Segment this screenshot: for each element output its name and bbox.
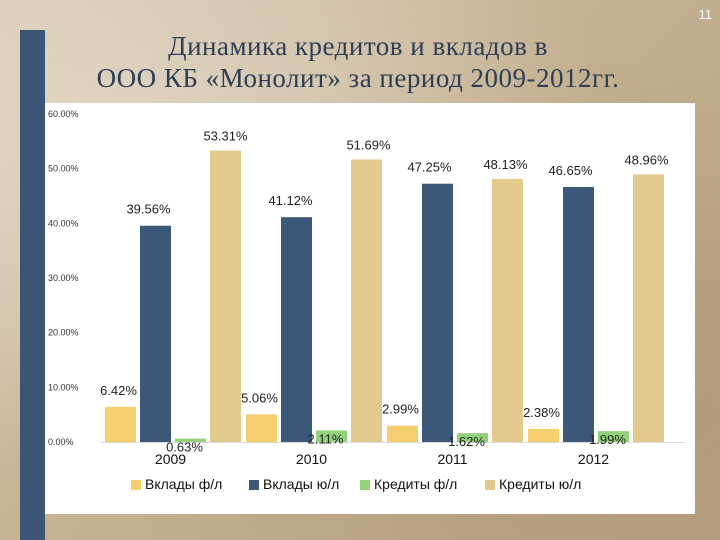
- data-label: 48.13%: [483, 157, 528, 172]
- legend-swatch: [249, 480, 259, 490]
- slide-title: Динамика кредитов и вкладов в ООО КБ «Мо…: [48, 30, 668, 94]
- title-line-2: ООО КБ «Монолит» за период 2009-2012гг.: [96, 63, 620, 93]
- bar: [351, 159, 382, 442]
- legend-label: Вклады ю/л: [263, 476, 339, 492]
- title-line-1: Динамика кредитов и вкладов в: [168, 31, 548, 61]
- bar: [316, 430, 347, 442]
- bar-chart: 0.00% 10.00% 20.00% 30.00% 40.00% 50.00% 60.00…: [48, 109, 685, 492]
- bar: [492, 178, 523, 442]
- data-label: 0.63%: [166, 440, 203, 455]
- data-label: 1.62%: [448, 434, 485, 449]
- legend-label: Вклады ф/л: [145, 476, 222, 492]
- x-tick-label: 2009: [155, 451, 186, 467]
- y-tick-label: 40.00%: [48, 218, 79, 228]
- bar: [422, 183, 453, 442]
- bar: [598, 431, 629, 442]
- data-label: 39.56%: [126, 202, 171, 217]
- x-tick-label: 2010: [296, 451, 327, 467]
- bar: [210, 150, 241, 442]
- y-tick-label: 50.00%: [48, 164, 79, 174]
- slide-number: 11: [698, 7, 713, 22]
- bar: [528, 428, 559, 442]
- y-tick-label: 10.00%: [48, 382, 79, 392]
- accent-bar: [20, 30, 45, 540]
- chart-panel: 0.00% 10.00% 20.00% 30.00% 40.00% 50.00% 60.00…: [45, 103, 695, 514]
- legend-swatch: [131, 480, 141, 490]
- bar: [457, 433, 488, 442]
- x-tick-label: 2011: [437, 451, 467, 467]
- data-label: 47.25%: [407, 160, 452, 175]
- data-label: 6.42%: [100, 383, 137, 398]
- bar: [633, 174, 664, 442]
- x-tick-label: 2012: [578, 451, 609, 467]
- data-label: 46.65%: [548, 163, 593, 178]
- bar: [105, 406, 136, 442]
- data-label: 2.99%: [382, 402, 419, 417]
- y-tick-label: 30.00%: [48, 273, 79, 283]
- bar: [387, 425, 418, 442]
- bar: [175, 438, 206, 442]
- bar: [140, 225, 171, 442]
- y-tick-label: 20.00%: [48, 328, 79, 338]
- bar: [281, 217, 312, 442]
- data-label: 1.99%: [589, 432, 626, 447]
- data-label: 2.38%: [523, 405, 560, 420]
- data-label: 2.11%: [308, 431, 344, 446]
- bar: [246, 414, 277, 442]
- bar: [563, 186, 594, 442]
- legend-swatch: [485, 480, 495, 490]
- data-label: 53.31%: [203, 129, 248, 144]
- legend-label: Кредиты ф/л: [374, 476, 457, 492]
- y-tick-label: 60.00%: [48, 109, 79, 119]
- data-label: 5.06%: [241, 390, 278, 405]
- legend-label: Кредиты ю/л: [499, 476, 581, 492]
- data-label: 48.96%: [624, 152, 669, 167]
- legend-swatch: [360, 480, 370, 490]
- y-tick-label: 0.00%: [48, 437, 74, 447]
- data-label: 41.12%: [268, 193, 313, 208]
- data-label: 51.69%: [346, 137, 391, 152]
